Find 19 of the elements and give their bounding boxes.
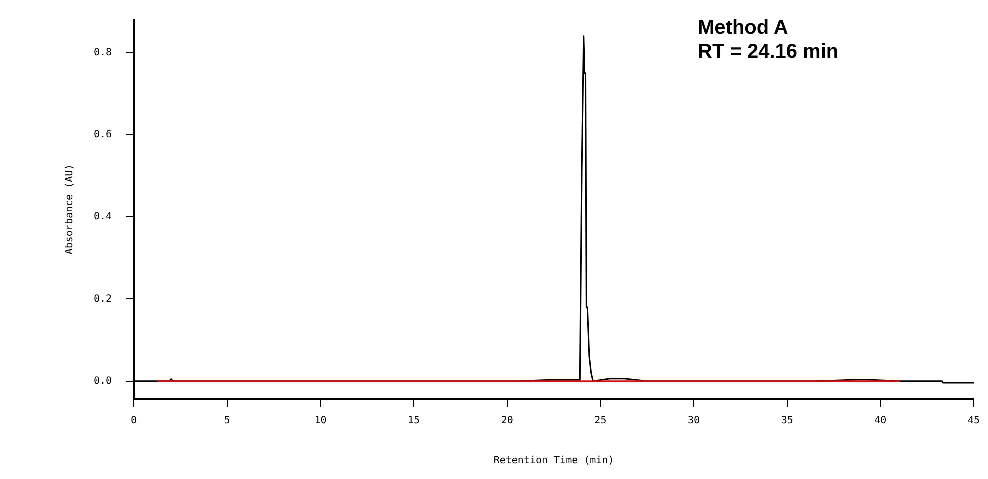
- y-tick-label: 0.6: [94, 130, 112, 141]
- y-tick-label: 0.8: [94, 47, 112, 58]
- annotation: Method A: [698, 16, 790, 40]
- x-tick-label: 10: [314, 416, 327, 427]
- y-tick-label: 0.4: [94, 212, 112, 223]
- x-tick-label: 40: [874, 416, 887, 427]
- x-tick-label: 15: [408, 416, 420, 427]
- x-tick-label: 25: [594, 416, 607, 427]
- x-tick-label: 30: [688, 416, 700, 427]
- y-axis-title: Absorbance (AU): [64, 164, 76, 255]
- y-tick-label: 0.2: [94, 294, 112, 305]
- y-tick-label: 0.0: [94, 376, 112, 387]
- x-tick-label: 20: [501, 416, 514, 427]
- x-tick-label: 45: [968, 416, 980, 427]
- x-tick-label: 5: [224, 416, 230, 427]
- x-tick-label: 35: [781, 416, 794, 427]
- annotation: RT = 24.16 min: [698, 40, 839, 64]
- x-tick-label: 0: [131, 416, 138, 427]
- x-axis-title: Retention Time (min): [494, 456, 614, 467]
